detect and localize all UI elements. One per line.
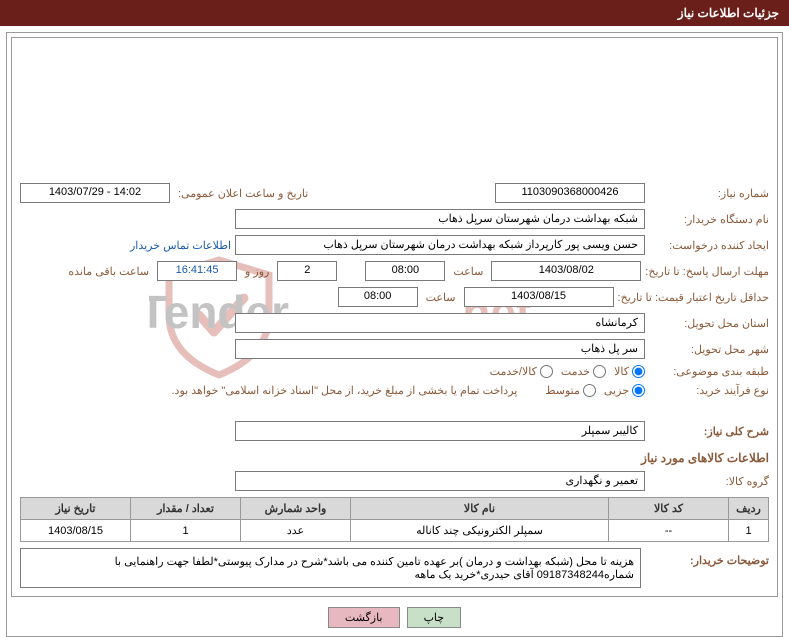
radio-both[interactable] (540, 365, 553, 378)
city-value: سر پل ذهاب (235, 339, 645, 359)
radio-goods[interactable] (632, 365, 645, 378)
table-row: 1 -- سمپلر الکترونیکی چند کاناله عدد 1 1… (21, 520, 769, 542)
city-label: شهر محل تحویل: (649, 343, 769, 356)
th-code: کد کالا (609, 498, 729, 520)
buyer-org-label: نام دستگاه خریدار: (649, 213, 769, 226)
buyer-notes-value: هزینه تا محل (شبکه بهداشت و درمان )بر عه… (20, 548, 641, 588)
requester-value: حسن ویسی پور کارپرداز شبکه بهداشت درمان … (235, 235, 645, 255)
deadline-time: 08:00 (365, 261, 445, 281)
radio-medium[interactable] (583, 384, 596, 397)
td-name: سمپلر الکترونیکی چند کاناله (351, 520, 609, 542)
back-button[interactable]: بازگشت (328, 607, 400, 628)
province-value: کرمانشاه (235, 313, 645, 333)
validity-time: 08:00 (338, 287, 418, 307)
validity-label: حداقل تاریخ اعتبار قیمت: تا تاریخ: (618, 291, 769, 304)
countdown-value: 16:41:45 (157, 261, 237, 281)
row-requester: ایجاد کننده درخواست: حسن ویسی پور کارپرد… (20, 235, 769, 255)
summary-label: شرح کلی نیاز: (649, 425, 769, 438)
validity-date: 1403/08/15 (464, 287, 614, 307)
row-province: استان محل تحویل: کرمانشاه (20, 313, 769, 333)
radio-service-label: خدمت (561, 365, 590, 378)
category-radios: کالا خدمت کالا/خدمت (490, 365, 645, 378)
page-title: جزئیات اطلاعات نیاز (678, 6, 779, 20)
radio-medium-label: متوسط (545, 384, 580, 397)
province-label: استان محل تحویل: (649, 317, 769, 330)
category-label: طبقه بندی موضوعی: (649, 365, 769, 378)
th-unit: واحد شمارش (241, 498, 351, 520)
group-value: تعمیر و نگهداری (235, 471, 645, 491)
group-label: گروه کالا: (649, 475, 769, 488)
row-process: نوع فرآیند خرید: جزیی متوسط پرداخت تمام … (20, 384, 769, 397)
row-city: شهر محل تحویل: سر پل ذهاب (20, 339, 769, 359)
process-radios: جزیی متوسط (545, 384, 645, 397)
deadline-label: مهلت ارسال پاسخ: تا تاریخ: (645, 265, 769, 278)
row-buyer-notes: توضیحات خریدار: هزینه تا محل (شبکه بهداش… (20, 548, 769, 588)
td-num: 1 (729, 520, 769, 542)
payment-note: پرداخت تمام یا بخشی از مبلغ خرید، از محل… (172, 384, 518, 397)
process-label: نوع فرآیند خرید: (649, 384, 769, 397)
row-need-number: شماره نیاز: 1103090368000426 تاریخ و ساع… (20, 183, 769, 203)
row-validity: حداقل تاریخ اعتبار قیمت: تا تاریخ: 1403/… (20, 287, 769, 307)
th-name: نام کالا (351, 498, 609, 520)
deadline-date: 1403/08/02 (491, 261, 641, 281)
row-summary: شرح کلی نیاز: کالیبر سمپلر (20, 421, 769, 441)
radio-small[interactable] (632, 384, 645, 397)
buyer-notes-label: توضیحات خریدار: (649, 548, 769, 567)
goods-table: ردیف کد کالا نام کالا واحد شمارش تعداد /… (20, 497, 769, 542)
days-remaining: 2 (277, 261, 337, 281)
summary-value: کالیبر سمپلر (235, 421, 645, 441)
td-qty: 1 (131, 520, 241, 542)
row-buyer-org: نام دستگاه خریدار: شبکه بهداشت درمان شهر… (20, 209, 769, 229)
time-label-1: ساعت (449, 265, 487, 278)
radio-goods-label: کالا (614, 365, 629, 378)
countdown-suffix: ساعت باقی مانده (64, 265, 153, 278)
table-header-row: ردیف کد کالا نام کالا واحد شمارش تعداد /… (21, 498, 769, 520)
need-number-label: شماره نیاز: (649, 187, 769, 200)
contact-link[interactable]: اطلاعات تماس خریدار (130, 239, 231, 252)
need-number-value: 1103090368000426 (495, 183, 645, 203)
radio-both-label: کالا/خدمت (490, 365, 537, 378)
days-suffix: روز و (241, 265, 273, 278)
th-row: ردیف (729, 498, 769, 520)
radio-small-label: جزیی (604, 384, 629, 397)
page-header: جزئیات اطلاعات نیاز (0, 0, 789, 26)
time-label-2: ساعت (422, 291, 460, 304)
announce-value: 1403/07/29 - 14:02 (20, 183, 170, 203)
radio-service[interactable] (593, 365, 606, 378)
th-date: تاریخ نیاز (21, 498, 131, 520)
button-row: چاپ بازگشت (11, 607, 778, 632)
print-button[interactable]: چاپ (407, 607, 462, 628)
row-group: گروه کالا: تعمیر و نگهداری (20, 471, 769, 491)
content-box: AriaTender .net شماره نیاز: 110309036800… (11, 37, 778, 597)
buyer-org-value: شبکه بهداشت درمان شهرستان سرپل ذهاب (235, 209, 645, 229)
td-date: 1403/08/15 (21, 520, 131, 542)
row-deadline: مهلت ارسال پاسخ: تا تاریخ: 1403/08/02 سا… (20, 261, 769, 281)
outer-frame: AriaTender .net شماره نیاز: 110309036800… (6, 32, 783, 637)
goods-section-title: اطلاعات کالاهای مورد نیاز (20, 451, 769, 465)
requester-label: ایجاد کننده درخواست: (649, 239, 769, 252)
announce-label: تاریخ و ساعت اعلان عمومی: (174, 187, 312, 200)
th-qty: تعداد / مقدار (131, 498, 241, 520)
row-category: طبقه بندی موضوعی: کالا خدمت کالا/خدمت (20, 365, 769, 378)
td-code: -- (609, 520, 729, 542)
td-unit: عدد (241, 520, 351, 542)
